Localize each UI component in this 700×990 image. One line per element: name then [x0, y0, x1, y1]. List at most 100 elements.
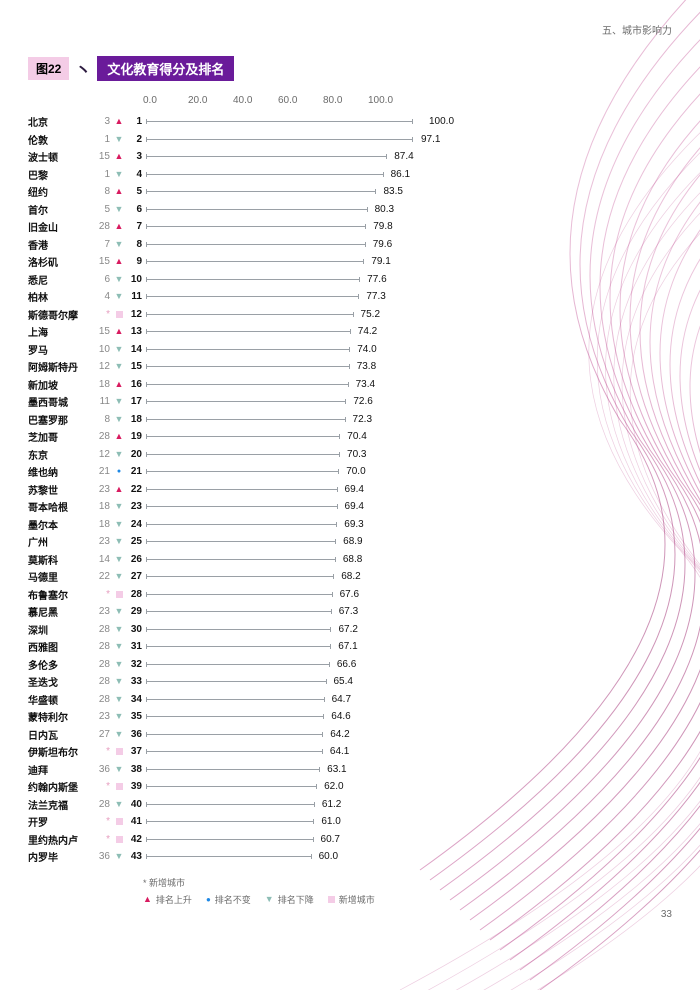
prev-rank: 23 — [92, 606, 110, 617]
axis-tick: 80.0 — [323, 95, 368, 106]
chart-row: 上海15▲1374.2 — [143, 323, 413, 341]
prev-rank: 23 — [92, 711, 110, 722]
trend-icon: ▼ — [113, 695, 125, 704]
value-label: 69.4 — [345, 484, 364, 495]
value-label: 69.4 — [345, 501, 364, 512]
city-label: 墨尔本 — [28, 517, 90, 532]
chart-row: 悉尼6▼1077.6 — [143, 271, 413, 289]
rank: 23 — [128, 501, 142, 512]
chart-row: 内罗毕36▼4360.0 — [143, 848, 413, 866]
rank: 24 — [128, 519, 142, 530]
value-label: 64.7 — [332, 694, 351, 705]
chart-row: 哥本哈根18▼2369.4 — [143, 498, 413, 516]
city-label: 芝加哥 — [28, 429, 90, 444]
value-label: 65.4 — [334, 676, 353, 687]
rank: 36 — [128, 729, 142, 740]
bar-track — [146, 366, 350, 367]
prev-rank: 10 — [92, 344, 110, 355]
prev-rank: 28 — [92, 799, 110, 810]
trend-icon: ▼ — [113, 292, 125, 301]
prev-rank: 36 — [92, 851, 110, 862]
city-label: 日内瓦 — [28, 727, 90, 742]
value-label: 68.2 — [341, 571, 360, 582]
city-label: 上海 — [28, 324, 90, 339]
chart-row: 罗马10▼1474.0 — [143, 341, 413, 359]
bar-track — [146, 699, 325, 700]
rank: 33 — [128, 676, 142, 687]
rank: 40 — [128, 799, 142, 810]
city-label: 多伦多 — [28, 657, 90, 672]
prev-rank: 8 — [92, 186, 110, 197]
prev-rank: 1 — [92, 169, 110, 180]
value-label: 70.4 — [347, 431, 366, 442]
trend-icon: ▼ — [113, 205, 125, 214]
value-label: 66.6 — [337, 659, 356, 670]
bar-track — [146, 734, 323, 735]
city-label: 迪拜 — [28, 762, 90, 777]
rank: 14 — [128, 344, 142, 355]
chart-row: 华盛顿28▼3464.7 — [143, 691, 413, 709]
value-label: 61.2 — [322, 799, 341, 810]
rank: 28 — [128, 589, 142, 600]
bar-track — [146, 454, 340, 455]
value-label: 67.1 — [338, 641, 357, 652]
bar-track — [146, 261, 364, 262]
trend-icon: ▼ — [113, 800, 125, 809]
city-label: 布鲁塞尔 — [28, 587, 90, 602]
chart-row: 阿姆斯特丹12▼1573.8 — [143, 358, 413, 376]
trend-icon: ▼ — [113, 677, 125, 686]
prev-rank: 27 — [92, 729, 110, 740]
city-label: 维也纳 — [28, 464, 90, 479]
city-label: 广州 — [28, 534, 90, 549]
prev-rank: 23 — [92, 484, 110, 495]
city-label: 纽约 — [28, 184, 90, 199]
trend-icon — [113, 817, 125, 826]
chart-row: 芝加哥28▲1970.4 — [143, 428, 413, 446]
bar-track — [146, 156, 387, 157]
prev-rank: 28 — [92, 624, 110, 635]
bar-track — [146, 244, 366, 245]
city-label: 法兰克福 — [28, 797, 90, 812]
chart-row: 慕尼黑23▼2967.3 — [143, 603, 413, 621]
trend-icon: ▼ — [113, 170, 125, 179]
chart-row: 北京3▲1100.0 — [143, 113, 413, 131]
trend-icon: ▼ — [113, 362, 125, 371]
chart-row: 多伦多28▼3266.6 — [143, 656, 413, 674]
trend-icon: ▼ — [113, 415, 125, 424]
chart-badge: 图22 — [28, 57, 69, 80]
value-label: 64.6 — [331, 711, 350, 722]
prev-rank: 21 — [92, 466, 110, 477]
prev-rank: 23 — [92, 536, 110, 547]
bar-track — [146, 349, 350, 350]
city-label: 东京 — [28, 447, 90, 462]
chart-row: 迪拜36▼3863.1 — [143, 761, 413, 779]
prev-rank: 15 — [92, 256, 110, 267]
rank: 26 — [128, 554, 142, 565]
city-label: 莫斯科 — [28, 552, 90, 567]
chart-row: 东京12▼2070.3 — [143, 446, 413, 464]
bar-track — [146, 279, 360, 280]
trend-icon — [113, 747, 125, 756]
prev-rank: 11 — [92, 396, 110, 407]
chart-row: 墨西哥城11▼1772.6 — [143, 393, 413, 411]
trend-icon: ▲ — [113, 257, 125, 266]
value-label: 86.1 — [391, 169, 410, 180]
trend-icon — [113, 835, 125, 844]
rank: 39 — [128, 781, 142, 792]
city-label: 马德里 — [28, 569, 90, 584]
rank: 34 — [128, 694, 142, 705]
value-label: 67.6 — [340, 589, 359, 600]
rank: 27 — [128, 571, 142, 582]
bar-track — [146, 646, 331, 647]
rank: 20 — [128, 449, 142, 460]
bar-track — [146, 226, 366, 227]
value-label: 73.4 — [356, 379, 375, 390]
city-label: 香港 — [28, 237, 90, 252]
chart-row: 深圳28▼3067.2 — [143, 621, 413, 639]
prev-rank: * — [92, 309, 110, 320]
city-label: 首尔 — [28, 202, 90, 217]
chart-row: 香港7▼879.6 — [143, 236, 413, 254]
rank: 43 — [128, 851, 142, 862]
trend-icon: ▲ — [113, 485, 125, 494]
value-label: 87.4 — [394, 151, 413, 162]
